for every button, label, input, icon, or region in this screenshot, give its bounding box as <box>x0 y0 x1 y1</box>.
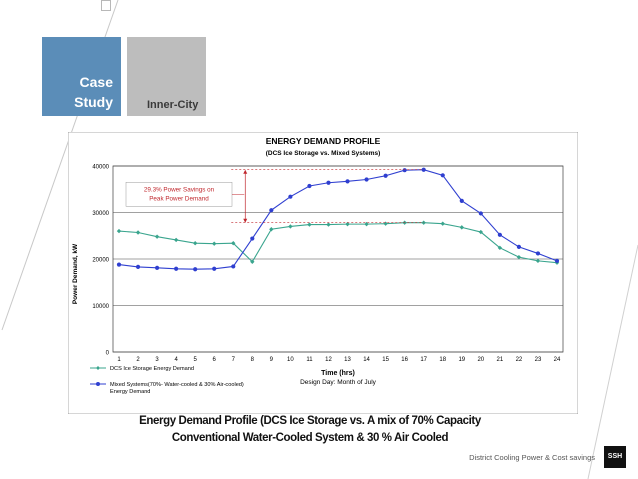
data-point <box>516 244 522 250</box>
data-point <box>535 258 541 264</box>
data-point <box>154 234 160 239</box>
y-tick-label: 30000 <box>92 211 109 217</box>
data-point <box>421 220 426 225</box>
data-point <box>116 262 122 267</box>
x-tick-label: 9 <box>270 357 274 363</box>
data-point <box>288 224 293 229</box>
data-point <box>459 225 464 230</box>
data-point <box>250 236 255 241</box>
series-line-2 <box>118 169 558 270</box>
chart-frame <box>68 132 578 414</box>
data-point <box>116 228 122 234</box>
x-tick-label: 7 <box>232 357 236 363</box>
data-point <box>383 221 388 226</box>
data-point <box>440 221 445 226</box>
data-point <box>231 264 236 269</box>
arrow-head-up <box>243 169 248 174</box>
x-tick-label: 2 <box>136 357 140 363</box>
data-point <box>193 267 198 272</box>
y-tick-label: 20000 <box>92 258 109 264</box>
energy-demand-chart: ENERGY DEMAND PROFILE (DCS Ice Storage v… <box>68 132 578 414</box>
data-point <box>497 245 503 251</box>
data-point <box>269 208 274 213</box>
x-tick-label: 14 <box>363 357 370 363</box>
legend-marker <box>96 366 100 370</box>
legend-entry: Mixed Systems(70%- Water-cooled & 30% Ai… <box>110 382 244 388</box>
legend-marker <box>96 382 100 386</box>
data-point <box>440 173 445 178</box>
data-point <box>326 222 331 227</box>
data-point <box>554 258 560 263</box>
data-point <box>345 179 350 184</box>
x-tick-label: 3 <box>155 357 159 363</box>
data-point <box>212 266 217 271</box>
inner-city-label: Inner-City <box>147 99 199 111</box>
data-point <box>383 173 388 178</box>
data-point <box>326 180 331 185</box>
x-axis-label: Time (hrs) <box>321 370 355 377</box>
data-point <box>535 251 541 256</box>
y-tick-label: 0 <box>106 351 110 357</box>
data-point <box>497 232 502 237</box>
legend-entry: DCS Ice Storage Energy Demand <box>110 366 194 372</box>
data-point <box>269 227 274 232</box>
chart-caption: Energy Demand Profile (DCS Ice Storage v… <box>110 413 510 447</box>
x-tick-label: 15 <box>382 357 389 363</box>
caption-line-2: Conventional Water-Cooled System & 30 % … <box>171 432 449 444</box>
x-tick-label: 24 <box>554 357 561 363</box>
y-axis-label: Power Demand, kW <box>72 243 79 304</box>
data-point <box>307 183 312 189</box>
ssh-logo: SSH <box>604 446 626 468</box>
x-tick-label: 8 <box>251 357 255 363</box>
study-label: Study <box>74 94 113 110</box>
y-tick-label: 40000 <box>92 165 109 171</box>
data-point <box>231 240 236 246</box>
x-tick-label: 17 <box>420 357 427 363</box>
annotation-text: Peak Power Demand <box>149 195 209 202</box>
data-point <box>192 240 198 246</box>
x-tick-label: 10 <box>287 357 294 363</box>
data-point <box>288 194 293 199</box>
inner-city-tile: Inner-City <box>127 37 206 116</box>
data-point <box>173 237 179 243</box>
arrow-head-down <box>243 218 248 223</box>
x-tick-label: 21 <box>497 357 504 363</box>
data-point <box>250 259 255 264</box>
caption-line-1: Energy Demand Profile (DCS Ice Storage v… <box>139 415 481 427</box>
design-day-note: Design Day: Month of July <box>300 379 377 386</box>
data-point <box>135 264 141 270</box>
data-point <box>459 198 464 203</box>
x-tick-label: 19 <box>458 357 465 363</box>
annotation-text: 29.3% Power Savings on <box>144 186 215 193</box>
x-tick-label: 18 <box>439 357 446 363</box>
data-point <box>154 265 160 270</box>
x-tick-label: 4 <box>174 357 178 363</box>
case-study-tile: Case Study <box>42 37 121 116</box>
x-tick-label: 6 <box>213 357 217 363</box>
x-tick-label: 16 <box>401 357 408 363</box>
x-tick-label: 1 <box>117 357 121 363</box>
x-tick-label: 12 <box>325 357 332 363</box>
chart-subtitle: (DCS Ice Storage vs. Mixed Systems) <box>266 150 381 157</box>
case-label: Case <box>79 74 113 90</box>
series-line-1 <box>118 222 558 264</box>
x-tick-label: 11 <box>306 357 313 363</box>
x-tick-label: 20 <box>477 357 484 363</box>
x-tick-label: 22 <box>516 357 523 363</box>
footer-text: District Cooling Power & Cost savings <box>469 453 595 462</box>
data-point <box>212 241 217 246</box>
data-point <box>364 177 369 182</box>
legend-entry: Energy Demand <box>110 389 150 395</box>
x-tick-label: 13 <box>344 357 351 363</box>
corner-box <box>101 0 111 11</box>
x-tick-label: 5 <box>194 357 198 363</box>
chart-title: ENERGY DEMAND PROFILE <box>266 136 381 146</box>
data-point <box>402 168 407 173</box>
y-tick-label: 10000 <box>92 304 109 310</box>
data-point <box>478 211 483 216</box>
data-point <box>135 230 141 235</box>
x-tick-label: 23 <box>535 357 542 363</box>
data-point <box>478 229 484 235</box>
data-point <box>174 266 179 271</box>
